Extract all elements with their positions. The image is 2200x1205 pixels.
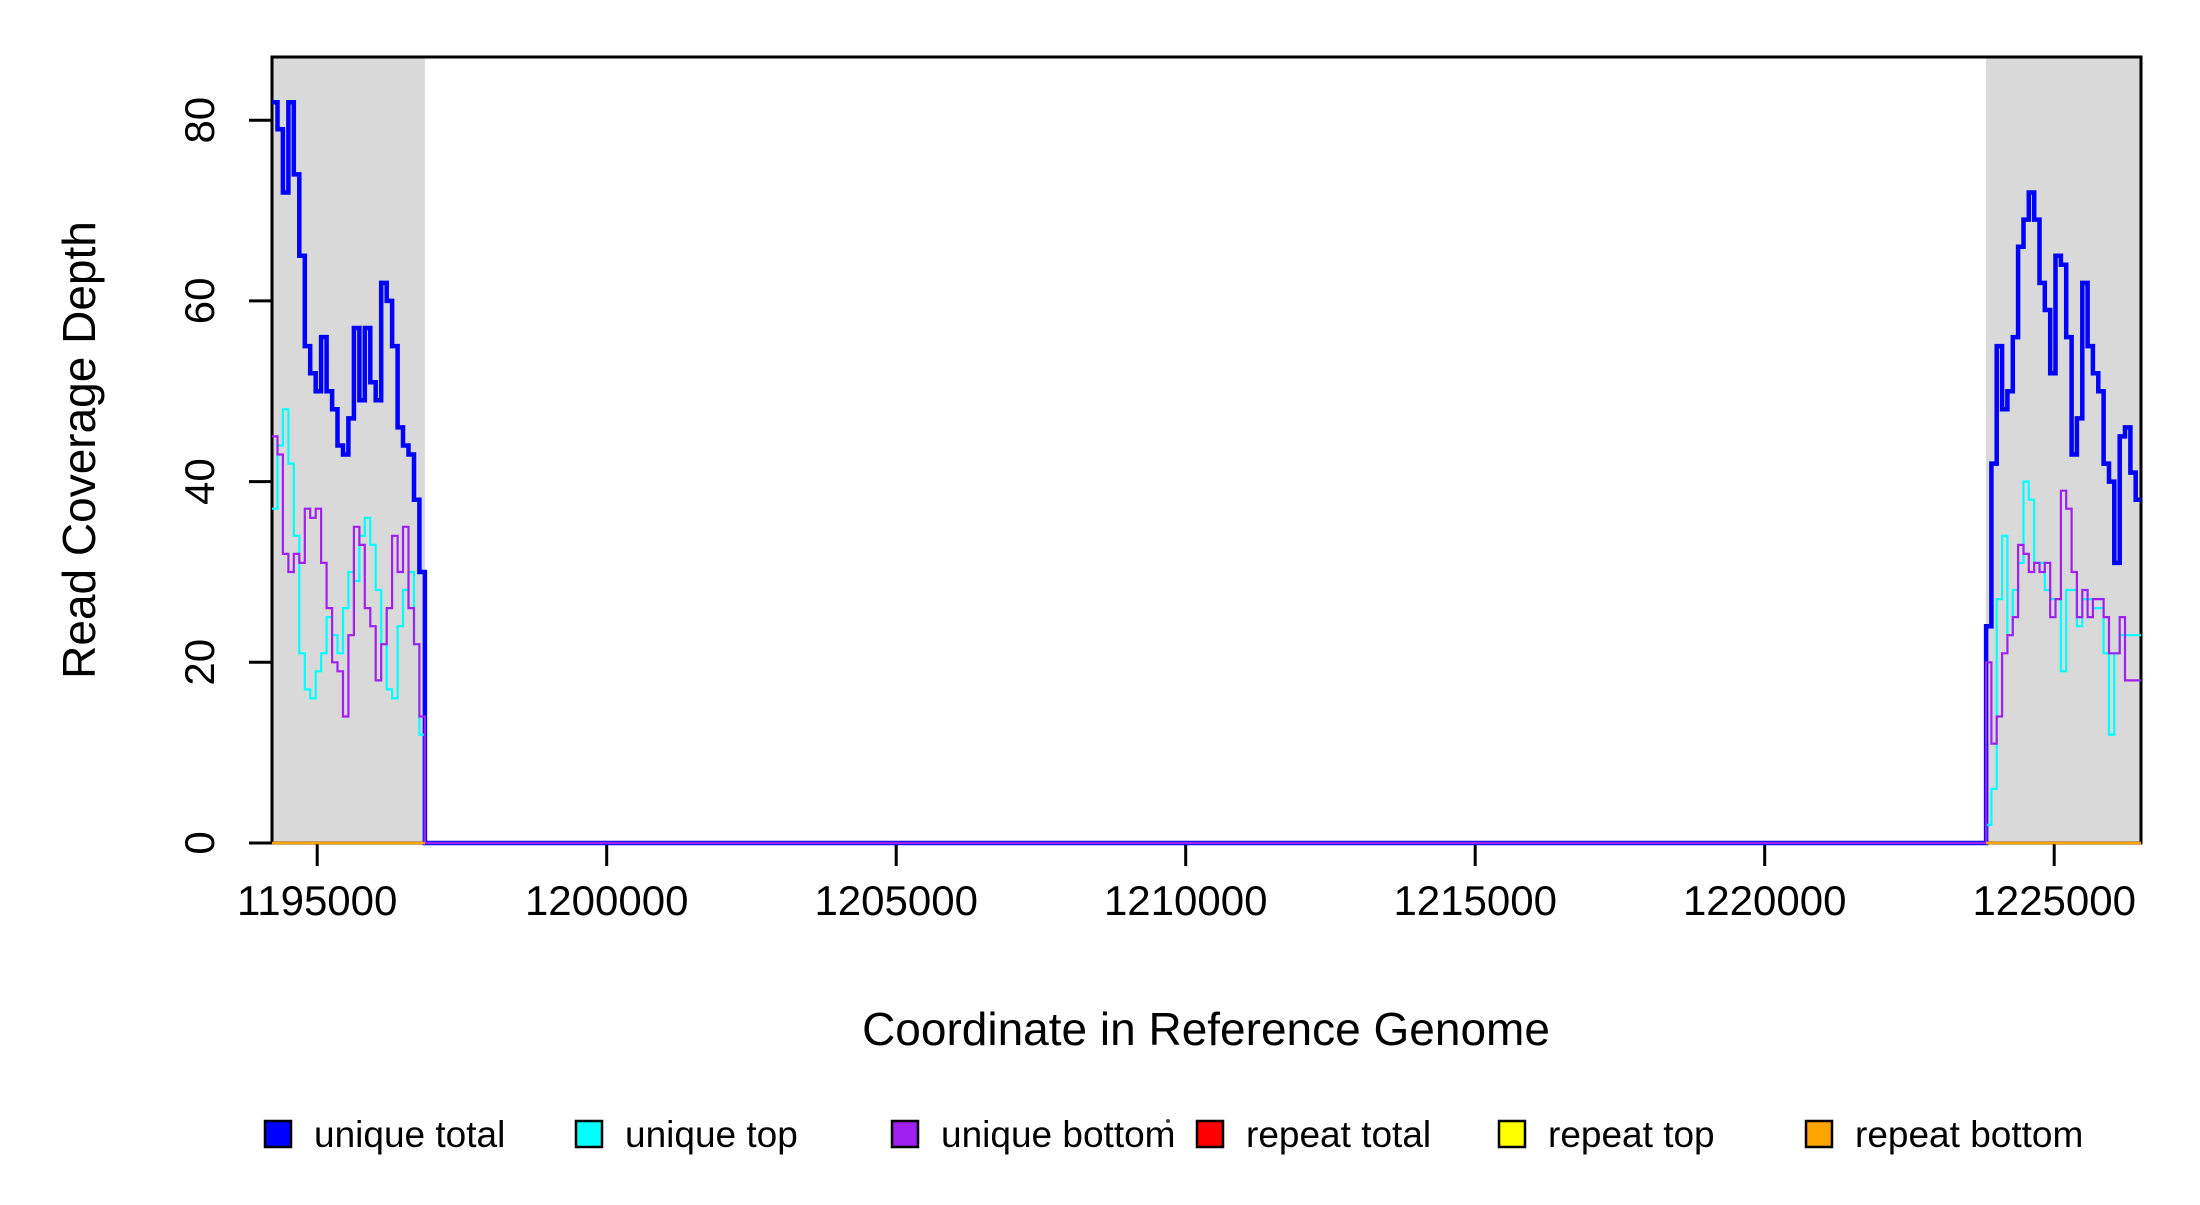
series-group — [272, 99, 2141, 846]
x-tick-label: 1225000 — [1972, 877, 2136, 924]
x-tick-label: 1205000 — [814, 877, 978, 924]
x-tick-label: 1215000 — [1393, 877, 1557, 924]
y-tick-label: 60 — [176, 278, 223, 325]
legend-label-repeat-bottom: repeat bottom — [1855, 1114, 2083, 1155]
legend-label-repeat-top: repeat top — [1548, 1114, 1715, 1155]
legend-swatch-repeat-top — [1497, 1119, 1527, 1149]
y-axis-title: Read Coverage Depth — [53, 221, 105, 679]
y-tick-label: 20 — [176, 639, 223, 686]
x-tick-label: 1220000 — [1683, 877, 1847, 924]
series-unique-total — [272, 99, 2141, 846]
y-tick-label: 80 — [176, 97, 223, 144]
y-tick-label: 40 — [176, 458, 223, 505]
series-unique-top — [272, 408, 2141, 845]
x-tick-label: 1200000 — [525, 877, 689, 924]
plot-frame — [270, 55, 2143, 845]
x-axis-title: Coordinate in Reference Genome — [862, 1003, 1550, 1055]
legend-label-unique-total: unique total — [314, 1114, 505, 1155]
y-tick-label: 0 — [176, 831, 223, 854]
legend-label-unique-bottom: unique bottom — [941, 1114, 1176, 1155]
legend-label-repeat-total: repeat total — [1246, 1114, 1431, 1155]
legend-swatch-unique-top — [574, 1119, 604, 1149]
legend-swatch-repeat-total — [1195, 1119, 1225, 1149]
legend-swatch-unique-bottom — [890, 1119, 920, 1149]
amplicon-shading-group — [272, 58, 2141, 843]
x-tick-label: 1195000 — [237, 877, 397, 924]
legend-swatch-repeat-bottom — [1804, 1119, 1834, 1149]
axes-group: 1195000 1200000 1205000 1210000 1215000 12200… — [176, 97, 2136, 924]
series-unique-bottom — [272, 435, 2141, 845]
x-tick-label: 1210000 — [1104, 877, 1268, 924]
plot-frame-group — [270, 55, 2143, 845]
legend-swatch-unique-total — [263, 1119, 293, 1149]
legend-label-unique-top: unique top — [625, 1114, 798, 1155]
artifact-dot — [1166, 1119, 1170, 1123]
legend: unique total unique top unique bottom repea… — [263, 1114, 2083, 1155]
